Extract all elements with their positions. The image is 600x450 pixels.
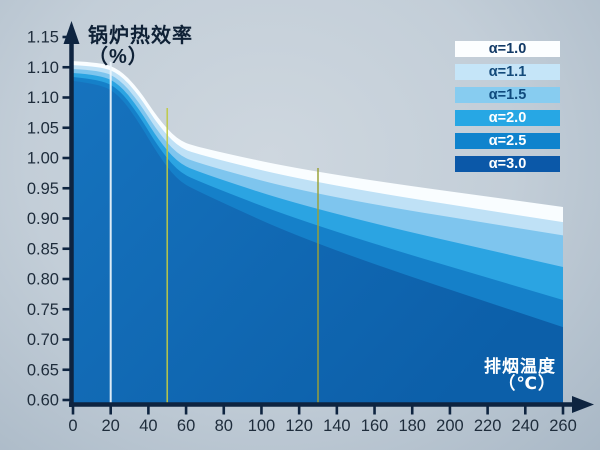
legend-item-label: α=3.0 [488,156,527,172]
y-tick-label: 1.10 [27,89,59,107]
x-tick-label: 60 [177,417,195,435]
y-axis-title: 锅炉热效率 （%） [88,26,193,68]
x-tick-label: 160 [361,417,389,435]
x-axis-title: 排烟温度 （℃） [484,358,556,392]
y-tick-label: 0.60 [27,392,59,410]
y-tick-label: 1.10 [27,59,59,77]
legend-item-label: α=2.0 [488,110,527,126]
x-axis-title-line2: （℃） [498,374,556,393]
legend-item: α=1.1 [455,64,560,80]
y-tick-label: 0.75 [27,301,59,319]
legend-item-label: α=1.0 [488,41,527,57]
legend-item: α=1.5 [455,87,560,103]
y-tick-label: 0.65 [27,361,59,379]
x-tick-label: 0 [68,417,77,435]
x-tick-label: 240 [512,417,540,435]
legend-item: α=3.0 [455,156,560,172]
y-tick-label: 0.80 [27,271,59,289]
x-tick-label: 200 [436,417,464,435]
legend-item: α=1.0 [455,41,560,57]
area-alpha-3 [73,80,563,404]
x-tick-label: 40 [139,417,157,435]
x-tick-label: 180 [398,417,426,435]
y-tick-label: 0.85 [27,240,59,258]
legend: α=1.0 α=1.1 α=1.5 α=2.0 α=2.5 α=3.0 [455,41,560,179]
legend-item-label: α=1.5 [488,87,527,103]
y-tick-label: 1.00 [27,150,59,168]
x-tick-label: 80 [215,417,233,435]
y-tick-label: 1.15 [27,29,59,47]
x-axis-arrow-icon [572,396,594,413]
y-axis-arrow-icon [63,21,80,44]
x-tick-label: 20 [102,417,120,435]
x-tick-label: 120 [285,417,313,435]
x-tick-label: 100 [248,417,276,435]
legend-item: α=2.0 [455,110,560,126]
legend-item-label: α=2.5 [488,133,527,149]
x-tick-label: 260 [549,417,577,435]
y-tick-label: 0.95 [27,180,59,198]
legend-item: α=2.5 [455,133,560,149]
x-tick-label: 220 [474,417,502,435]
y-tick-label: 1.05 [27,119,59,137]
legend-item-label: α=1.1 [488,64,527,80]
y-axis-title-line1: 锅炉热效率 [88,25,193,47]
x-axis-title-line1: 排烟温度 [484,357,556,376]
y-axis-title-line2: （%） [88,46,149,68]
y-tick-label: 0.70 [27,331,59,349]
y-tick-label: 0.90 [27,210,59,228]
x-tick-label: 140 [323,417,351,435]
